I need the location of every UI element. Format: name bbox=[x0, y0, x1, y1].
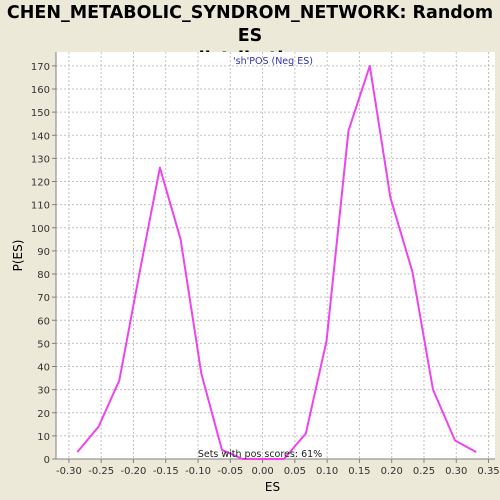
y-axis-title: P(ES) bbox=[11, 240, 25, 272]
es-distribution-line bbox=[76, 64, 477, 460]
y-tick-label: 160 bbox=[31, 85, 50, 96]
y-tick-label: 20 bbox=[37, 409, 50, 420]
text-labels: 0 10 20 30 40 50 60 70 80 90 100 110 120 130 140 150 160… bbox=[11, 56, 500, 494]
y-tick-label: 60 bbox=[37, 316, 50, 327]
y-tick-label: 110 bbox=[31, 201, 50, 212]
x-tick-label: -0.05 bbox=[217, 466, 243, 477]
x-tick-label: 0.00 bbox=[251, 466, 273, 477]
x-axis-title: ES bbox=[265, 480, 280, 494]
x-tick-label: 0.30 bbox=[445, 466, 467, 477]
y-tick-label: 120 bbox=[31, 178, 50, 189]
series-group bbox=[76, 64, 477, 460]
y-tick-label: 150 bbox=[31, 108, 50, 119]
plot-area bbox=[56, 52, 495, 459]
y-tick-label: 50 bbox=[37, 339, 50, 350]
y-tick-label: 90 bbox=[37, 247, 50, 258]
x-tick-label: 0.20 bbox=[381, 466, 403, 477]
y-tick-label: 10 bbox=[37, 432, 50, 443]
y-tick-label: 100 bbox=[31, 224, 50, 235]
y-tick-label: 40 bbox=[37, 363, 50, 374]
y-tick-label: 30 bbox=[37, 386, 50, 397]
x-tick-label: 0.25 bbox=[413, 466, 435, 477]
x-tick-label: 0.10 bbox=[316, 466, 338, 477]
y-tick-label: 130 bbox=[31, 154, 50, 165]
x-tick-label: 0.05 bbox=[284, 466, 306, 477]
x-tick-label: -0.20 bbox=[121, 466, 147, 477]
pos-scores-annotation: Sets with pos scores: 61% bbox=[198, 449, 322, 460]
x-tick-label: -0.30 bbox=[56, 466, 82, 477]
y-tick-label: 140 bbox=[31, 131, 50, 142]
x-tick-label: 0.35 bbox=[477, 466, 499, 477]
tick-marks bbox=[52, 65, 490, 463]
x-tick-label: 0.15 bbox=[348, 466, 370, 477]
y-tick-label: 80 bbox=[37, 270, 50, 281]
y-tick-label: 70 bbox=[37, 293, 50, 304]
chart-title-line-1: CHEN_METABOLIC_SYNDROM_NETWORK: Random E… bbox=[6, 3, 494, 46]
y-tick-label: 170 bbox=[31, 62, 50, 73]
x-tick-label: -0.10 bbox=[185, 466, 211, 477]
x-tick-label: -0.25 bbox=[88, 466, 114, 477]
y-tick-label: 0 bbox=[44, 455, 50, 466]
x-tick-label: -0.15 bbox=[153, 466, 179, 477]
grid-lines bbox=[56, 52, 495, 459]
legend-text: 'sh'POS (Neg ES) bbox=[233, 56, 313, 67]
